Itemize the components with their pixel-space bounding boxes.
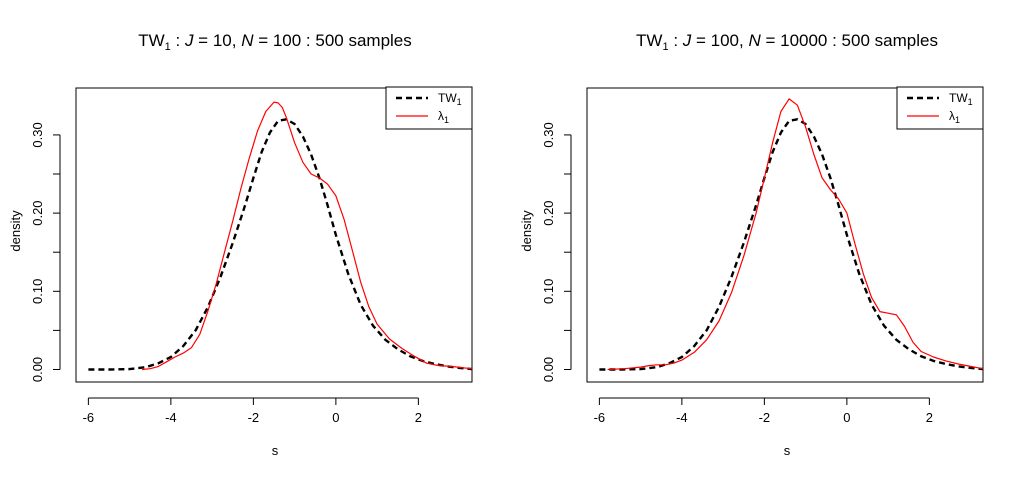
y-tick-label: 0.20 [30, 200, 45, 225]
plot-frame [586, 87, 984, 383]
x-tick-label: 2 [926, 410, 933, 425]
chart-panel-right: TW1 : J = 100, N = 10000 : 500 samples s… [519, 31, 984, 458]
plot-frame [75, 87, 473, 383]
y-tick-label: 0.00 [541, 357, 556, 382]
chart-panel-left: TW1 : J = 10, N = 100 : 500 samples s de… [8, 31, 473, 458]
y-tick-label: 0.30 [30, 122, 45, 147]
x-axis-label: s [272, 443, 279, 458]
legend-label: λ1 [949, 109, 960, 125]
x-tick-label: -2 [759, 410, 771, 425]
chart-title: TW1 : J = 10, N = 100 : 500 samples [138, 31, 412, 53]
y-tick-label: 0.30 [541, 122, 556, 147]
x-tick-label: -6 [83, 410, 95, 425]
x-axis-label: s [784, 443, 791, 458]
x-tick-label: 0 [332, 410, 339, 425]
y-axis-label: density [8, 210, 23, 252]
y-tick-label: 0.20 [541, 200, 556, 225]
series-line-tw1 [599, 118, 983, 371]
x-tick-label: -4 [165, 410, 177, 425]
legend-label: TW1 [438, 91, 462, 107]
y-tick-label: 0.00 [30, 357, 45, 382]
y-tick-label: 0.10 [30, 279, 45, 304]
x-tick-label: 0 [843, 410, 850, 425]
legend-label: TW1 [949, 91, 973, 107]
y-axis-label: density [519, 210, 534, 252]
series-line-lambda1 [607, 98, 983, 371]
x-tick-label: -2 [248, 410, 260, 425]
series-line-tw1 [88, 118, 472, 371]
x-tick-label: 2 [415, 410, 422, 425]
x-tick-label: -6 [594, 410, 606, 425]
legend-label: λ1 [438, 109, 449, 125]
y-tick-label: 0.10 [541, 279, 556, 304]
chart-title: TW1 : J = 100, N = 10000 : 500 samples [636, 31, 938, 53]
legend-box [385, 86, 473, 130]
legend-box [896, 86, 984, 130]
x-tick-label: -4 [676, 410, 688, 425]
series-line-lambda1 [141, 101, 472, 371]
